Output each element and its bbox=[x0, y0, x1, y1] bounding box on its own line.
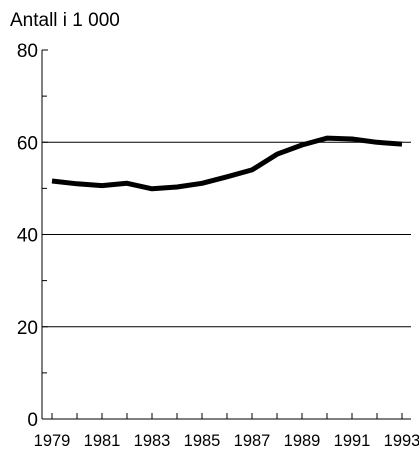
x-tick-label: 1987 bbox=[234, 432, 271, 450]
y-tick-labels: 0 20 40 60 80 bbox=[17, 41, 38, 431]
x-tick-label: 1983 bbox=[134, 432, 171, 450]
gridlines bbox=[42, 141, 411, 328]
y-tick-label: 0 bbox=[27, 410, 38, 431]
series-line-0 bbox=[51, 135, 403, 192]
y-tick-label: 40 bbox=[17, 226, 38, 247]
y-tick-label: 20 bbox=[17, 318, 38, 339]
x-tick-label: 1993 bbox=[384, 432, 419, 450]
x-tick-label: 1979 bbox=[34, 432, 71, 450]
y-tick-label: 80 bbox=[17, 41, 38, 62]
x-tick-label: 1981 bbox=[84, 432, 121, 450]
x-tick-label: 1991 bbox=[334, 432, 371, 450]
y-unit-label: Antall i 1 000 bbox=[10, 10, 120, 31]
y-tick-label: 60 bbox=[17, 133, 38, 154]
axes bbox=[41, 49, 411, 420]
series-group bbox=[51, 135, 403, 192]
x-tick-labels: 1979 1981 1983 1985 1987 1989 1991 1993 bbox=[34, 432, 419, 450]
x-tick-label: 1989 bbox=[284, 432, 321, 450]
x-tick-label: 1985 bbox=[184, 432, 221, 450]
